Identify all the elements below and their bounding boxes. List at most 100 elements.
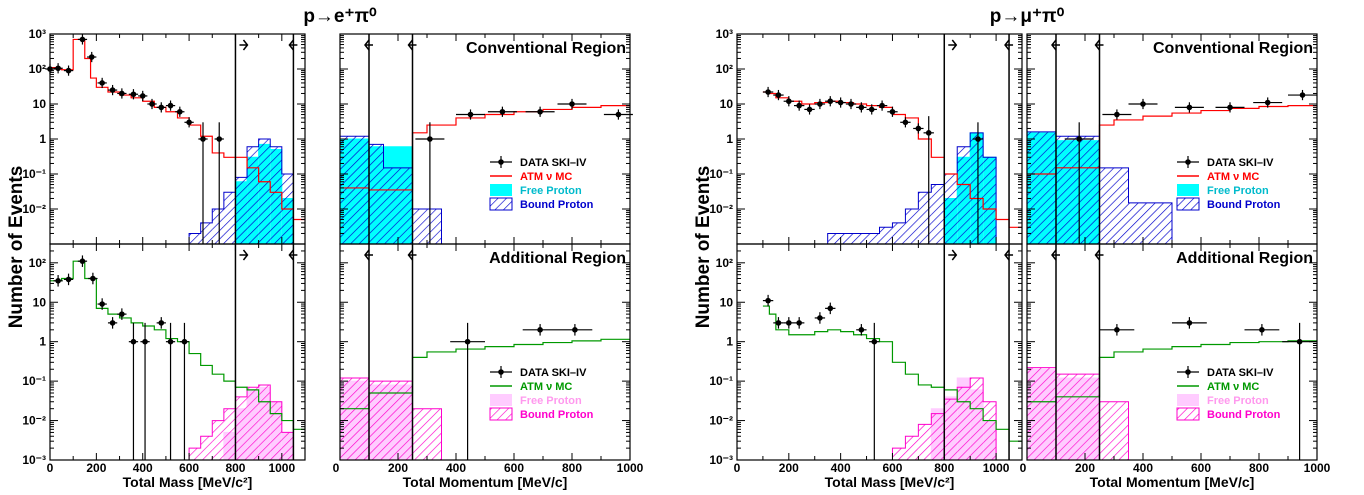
data-point [827,305,834,312]
cut-arrow [1051,39,1060,51]
data-point [1076,136,1082,142]
bound-proton-bar [931,184,945,244]
bound-proton-bar [340,378,369,460]
x-tick-label: 600 [504,461,524,475]
x-tick-label: 600 [882,461,902,475]
x-tick-label: 800 [562,461,582,475]
bound-proton-line [188,384,294,460]
bound-proton-bar [944,399,958,460]
data-point [79,36,86,43]
data-point [572,327,578,333]
bound-proton-bar [189,233,201,244]
data-point [65,276,72,283]
chart-title: p→μ⁺π⁰ [990,6,1065,27]
x-tick-label: 800 [1249,461,1269,475]
bound-proton-bar [892,222,906,244]
bound-proton-bar [369,381,413,460]
bound-proton-bar [957,146,971,244]
bound-proton-bar [944,174,958,244]
cut-arrow [1004,249,1014,261]
bound-proton-bar [970,132,984,244]
data-point [1264,99,1271,106]
data-point [130,338,137,345]
cut-arrow [239,39,249,51]
x-tick-label: 0 [734,461,741,475]
data-point [569,101,575,107]
data-point [55,65,61,72]
x-tick-label: 600 [1191,461,1211,475]
legend-data-label: DATA SKI–IV [520,367,587,379]
data-point [88,54,95,60]
y-tick-label: 10⁻² [22,202,46,216]
bound-proton-bar [340,136,369,244]
bound-proton-line [339,377,442,460]
data-point [858,327,865,333]
legend-bound-swatch [1176,407,1200,421]
cut-arrow [288,249,298,261]
data-point [915,125,922,132]
cut-arrow [948,39,958,51]
data-point [167,102,174,109]
bound-proton-bar [879,227,893,244]
data-point [119,311,125,317]
data-point [1114,111,1120,118]
data-point [1186,104,1193,111]
bound-proton-bar [905,436,919,460]
data-point [537,327,543,333]
y-tick-label: 10⁻² [709,414,733,428]
data-point [427,136,433,142]
bound-proton-bar [270,146,282,244]
cut-arrow [1094,39,1104,51]
data-point [467,111,474,118]
data-point [200,136,206,142]
cut-arrow [364,249,373,261]
data-point [837,99,844,106]
data-point [817,315,823,321]
legend-data-marker [1185,159,1191,165]
bound-proton-bar [853,233,867,244]
legend-bound-label: Bound Proton [1207,199,1281,211]
x-tick-label: 200 [86,461,106,475]
data-point [65,67,72,74]
data-point [765,297,771,304]
y-axis-label: Number of Events [693,166,714,329]
momentum-panel [339,33,633,245]
data-point [1296,338,1303,345]
legend-atm-label: ATM ν MC [1207,171,1259,183]
x-tick-label: 400 [831,461,851,475]
bound-proton-bar [200,436,213,460]
data-point [786,98,792,105]
y-tick-label: 10 [33,295,47,309]
legend: DATA SKI–IV ATM ν MC Free Proton Bound Prot… [1176,156,1281,211]
legend-bound-label: Bound Proton [1207,409,1281,421]
x-axis-label-mass: Total Mass [MeV/c²] [825,474,955,490]
data-point [889,108,896,115]
mass-frame [49,243,306,461]
x-tick-label: 600 [179,461,199,475]
y-tick-label: 10³ [29,27,46,41]
bound-proton-bar [1027,131,1056,244]
data-point [975,136,981,142]
bound-proton-bar [827,233,841,244]
legend-data-marker [498,159,504,165]
cut-arrow [948,249,958,261]
bound-proton-bar [189,448,201,460]
x-tick-label: 800 [225,461,245,475]
x-tick-label: 800 [934,461,954,475]
data-point [902,119,909,126]
data-point [775,92,782,98]
data-point [1299,92,1306,98]
x-tick-label: 0 [333,461,340,475]
bound-proton-bar [212,209,224,244]
y-tick-label: 10⁻² [709,202,733,216]
data-point [925,130,932,136]
data-point [775,320,782,326]
bound-proton-bar [1056,136,1100,244]
mass-panel [736,33,1023,245]
legend-data-marker [498,369,504,375]
atm-mc-line [50,260,305,430]
row-conventional: Conventional Region 10³ 10² 10 1 10⁻¹ 10⁻² DATA… [22,27,633,245]
cut-arrow [364,39,373,51]
bound-proton-bar [1128,202,1172,244]
